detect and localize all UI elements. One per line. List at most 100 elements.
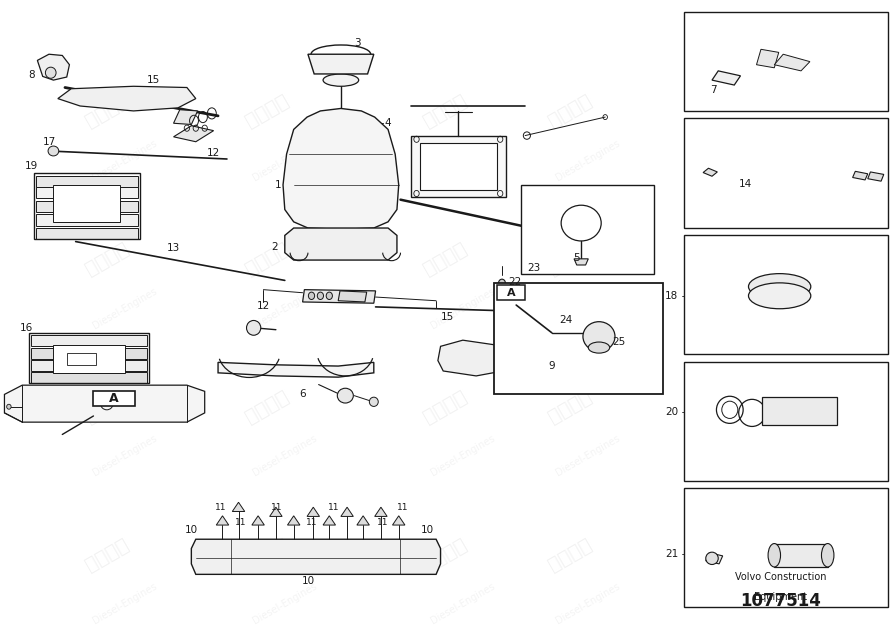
Text: 紫发动力: 紫发动力 bbox=[545, 387, 595, 426]
Ellipse shape bbox=[308, 292, 315, 299]
Polygon shape bbox=[174, 126, 214, 142]
Polygon shape bbox=[868, 172, 884, 181]
Text: Diesel-Engines: Diesel-Engines bbox=[91, 582, 158, 626]
Bar bbox=[497, 286, 525, 299]
Text: 15: 15 bbox=[147, 75, 159, 85]
Text: 1077514: 1077514 bbox=[740, 592, 821, 610]
Polygon shape bbox=[712, 71, 740, 85]
Text: Volvo Construction: Volvo Construction bbox=[735, 572, 826, 582]
Text: 16: 16 bbox=[20, 323, 33, 333]
Polygon shape bbox=[31, 348, 147, 359]
Ellipse shape bbox=[523, 360, 532, 369]
Text: Diesel-Engines: Diesel-Engines bbox=[251, 582, 319, 626]
Polygon shape bbox=[36, 176, 138, 187]
Polygon shape bbox=[774, 54, 810, 71]
Text: Diesel-Engines: Diesel-Engines bbox=[251, 286, 319, 331]
Bar bbox=[34, 172, 140, 239]
Text: 24: 24 bbox=[560, 316, 572, 325]
Ellipse shape bbox=[48, 146, 59, 156]
Polygon shape bbox=[338, 291, 367, 302]
Text: 25: 25 bbox=[612, 337, 625, 347]
Polygon shape bbox=[270, 507, 282, 516]
Ellipse shape bbox=[588, 342, 610, 353]
Polygon shape bbox=[307, 507, 320, 516]
Polygon shape bbox=[357, 516, 369, 525]
Text: 23: 23 bbox=[528, 263, 540, 273]
Polygon shape bbox=[853, 171, 868, 180]
Text: 3: 3 bbox=[354, 38, 361, 48]
Text: 11: 11 bbox=[306, 518, 317, 527]
Text: Diesel-Engines: Diesel-Engines bbox=[91, 286, 158, 331]
Text: Diesel-Engines: Diesel-Engines bbox=[554, 286, 621, 331]
Text: 紫发动力: 紫发动力 bbox=[545, 91, 595, 131]
Polygon shape bbox=[392, 516, 405, 525]
Text: 7: 7 bbox=[710, 85, 716, 95]
Text: 9: 9 bbox=[548, 361, 555, 371]
Polygon shape bbox=[174, 109, 198, 125]
Text: Diesel-Engines: Diesel-Engines bbox=[429, 582, 497, 626]
Text: 紫发动力: 紫发动力 bbox=[242, 239, 292, 279]
Polygon shape bbox=[58, 86, 196, 111]
Text: 紫发动力: 紫发动力 bbox=[420, 535, 470, 575]
Polygon shape bbox=[191, 539, 441, 574]
Polygon shape bbox=[37, 54, 69, 80]
Ellipse shape bbox=[748, 283, 811, 309]
Text: 12: 12 bbox=[207, 148, 220, 158]
Text: Diesel-Engines: Diesel-Engines bbox=[91, 433, 158, 479]
Ellipse shape bbox=[821, 543, 834, 567]
Bar bbox=[420, 143, 497, 190]
Text: 17: 17 bbox=[43, 136, 55, 147]
Polygon shape bbox=[303, 289, 376, 303]
Text: 10: 10 bbox=[421, 525, 433, 535]
Text: Diesel-Engines: Diesel-Engines bbox=[554, 433, 621, 479]
Polygon shape bbox=[216, 516, 229, 525]
Text: 紫发动力: 紫发动力 bbox=[545, 239, 595, 279]
Text: 14: 14 bbox=[740, 179, 752, 189]
Polygon shape bbox=[762, 398, 837, 425]
Polygon shape bbox=[4, 385, 205, 422]
Ellipse shape bbox=[511, 359, 522, 370]
Text: Diesel-Engines: Diesel-Engines bbox=[429, 433, 497, 479]
Bar bbox=[684, 118, 888, 228]
Polygon shape bbox=[285, 228, 397, 260]
Ellipse shape bbox=[317, 292, 323, 299]
Text: 10: 10 bbox=[303, 576, 315, 586]
Bar bbox=[521, 185, 654, 274]
Ellipse shape bbox=[498, 279, 506, 288]
Text: 11: 11 bbox=[271, 503, 282, 512]
Text: 紫发动力: 紫发动力 bbox=[242, 387, 292, 426]
Polygon shape bbox=[31, 335, 147, 347]
Polygon shape bbox=[706, 553, 723, 564]
Text: 紫发动力: 紫发动力 bbox=[82, 239, 132, 279]
Text: 8: 8 bbox=[28, 70, 36, 80]
Text: Diesel-Engines: Diesel-Engines bbox=[554, 582, 621, 626]
Text: 紫发动力: 紫发动力 bbox=[420, 239, 470, 279]
Text: 10: 10 bbox=[185, 525, 198, 535]
Text: A: A bbox=[506, 287, 515, 298]
Ellipse shape bbox=[45, 67, 56, 78]
Ellipse shape bbox=[326, 292, 333, 299]
Ellipse shape bbox=[323, 74, 359, 86]
Polygon shape bbox=[438, 340, 507, 376]
Ellipse shape bbox=[344, 116, 357, 130]
Text: 11: 11 bbox=[215, 503, 226, 512]
Text: 紫发动力: 紫发动力 bbox=[82, 387, 132, 426]
Polygon shape bbox=[341, 507, 353, 516]
Text: 20: 20 bbox=[665, 408, 678, 417]
Bar bbox=[53, 185, 120, 222]
Ellipse shape bbox=[369, 397, 378, 406]
Bar bbox=[93, 391, 135, 406]
Bar bbox=[494, 284, 663, 394]
Text: 22: 22 bbox=[508, 277, 521, 287]
Text: 11: 11 bbox=[377, 518, 388, 527]
Polygon shape bbox=[574, 259, 588, 265]
Text: 12: 12 bbox=[257, 301, 270, 311]
Text: 18: 18 bbox=[665, 291, 678, 301]
Ellipse shape bbox=[595, 379, 602, 386]
Text: Equipment: Equipment bbox=[754, 592, 807, 601]
Text: 1: 1 bbox=[274, 180, 281, 190]
Text: 13: 13 bbox=[167, 243, 180, 253]
Text: 19: 19 bbox=[25, 162, 37, 171]
Text: 2: 2 bbox=[271, 242, 278, 252]
Ellipse shape bbox=[706, 552, 718, 564]
